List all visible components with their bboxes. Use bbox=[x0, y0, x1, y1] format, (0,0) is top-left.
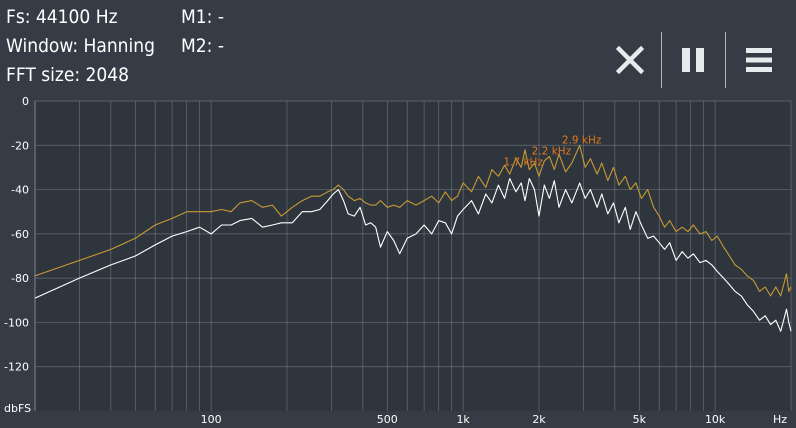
peak-marker-label: 1.7 kHz bbox=[503, 156, 543, 168]
y-tick-label: -120 bbox=[4, 361, 29, 374]
toolbar bbox=[600, 32, 796, 88]
x-tick-label: 2k bbox=[532, 413, 546, 426]
pause-icon bbox=[682, 48, 704, 72]
plot-area bbox=[35, 101, 791, 411]
peak-marker-label: 2.9 kHz bbox=[562, 134, 602, 146]
y-tick-label: -100 bbox=[4, 316, 29, 329]
series-line bbox=[34, 144, 792, 297]
marker-2-label: M2: - bbox=[181, 35, 224, 57]
info-panel-left: Fs: 44100 Hz Window: Hanning FFT size: 2… bbox=[6, 3, 155, 90]
y-tick-label: -60 bbox=[11, 228, 29, 241]
y-tick-label: -80 bbox=[11, 272, 29, 285]
x-tick-label: 5k bbox=[633, 413, 647, 426]
y-tick-label: -20 bbox=[11, 139, 29, 152]
close-button[interactable] bbox=[600, 32, 660, 88]
window-label: Window: Hanning bbox=[6, 35, 155, 57]
marker-1-label: M1: - bbox=[181, 6, 224, 28]
series-line bbox=[34, 177, 792, 332]
menu-button[interactable] bbox=[726, 32, 792, 88]
x-tick-label: 10k bbox=[705, 413, 726, 426]
toolbar-divider bbox=[661, 32, 662, 88]
y-tick-label: 0 bbox=[22, 95, 29, 108]
y-axis-unit-label: dbFS bbox=[4, 402, 31, 415]
x-tick-label: 100 bbox=[201, 413, 222, 426]
plot-series bbox=[34, 144, 792, 332]
x-tick-label: 500 bbox=[377, 413, 398, 426]
peak-marker-label: 2.2 kHz bbox=[532, 145, 572, 157]
pause-button[interactable] bbox=[662, 32, 724, 88]
sample-rate-label: Fs: 44100 Hz bbox=[6, 6, 118, 28]
menu-icon bbox=[746, 48, 772, 72]
close-icon bbox=[616, 46, 644, 74]
fft-size-label: FFT size: 2048 bbox=[6, 64, 130, 86]
plot-labels: 0 -20 -40 -60 -80 -100 -120 100 500 1k 2k 5k 10k dbFS… bbox=[4, 95, 787, 426]
info-panel-right: M1: - M2: - bbox=[181, 3, 224, 61]
x-tick-label: 1k bbox=[456, 413, 470, 426]
toolbar-divider bbox=[725, 32, 726, 88]
y-tick-label: -40 bbox=[11, 184, 29, 197]
x-axis-unit-label: Hz bbox=[773, 413, 787, 426]
